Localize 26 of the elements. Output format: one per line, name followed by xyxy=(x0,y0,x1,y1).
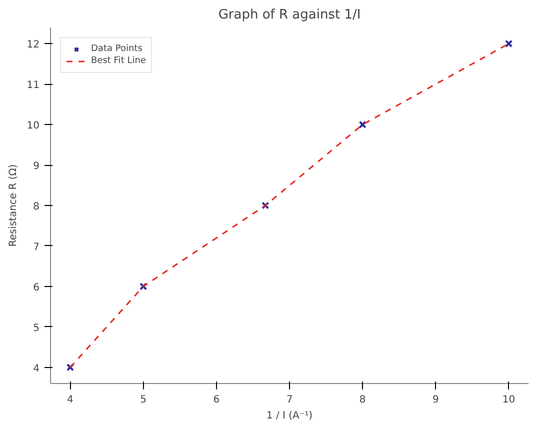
point xyxy=(504,40,513,48)
x-tick-label: 7 xyxy=(286,394,293,406)
y-tick-label: 12 xyxy=(26,40,40,51)
x-tick-label: 6 xyxy=(213,394,220,406)
y-tick-label: 8 xyxy=(33,202,40,212)
legend-label: Best Fit Line xyxy=(91,55,146,67)
legend-label: Data Points xyxy=(91,43,142,55)
point xyxy=(358,120,366,128)
y-tick-label: 10 xyxy=(26,120,40,132)
point xyxy=(66,363,74,372)
point xyxy=(139,282,148,290)
x-tick-label: 9 xyxy=(432,394,439,406)
y-tick-label: 11 xyxy=(26,80,40,92)
point xyxy=(262,202,270,210)
x-axis-title: 1 / I (A⁻¹) xyxy=(266,410,313,422)
y-tick-label: 7 xyxy=(33,242,40,253)
y-tick-label: 4 xyxy=(33,363,40,374)
x-tick-label: 4 xyxy=(67,394,74,406)
y-tick-label: 6 xyxy=(33,282,40,294)
x-tick-label: 5 xyxy=(140,394,147,406)
y-axis-title: Resistance R (Ω) xyxy=(8,164,19,247)
chart-title: Graph of R against 1/I xyxy=(218,8,361,22)
x-tick-label: 8 xyxy=(359,394,366,406)
x-tick-label: 10 xyxy=(502,394,516,406)
y-tick-label: 5 xyxy=(33,322,40,334)
y-tick-label: 9 xyxy=(33,161,40,172)
